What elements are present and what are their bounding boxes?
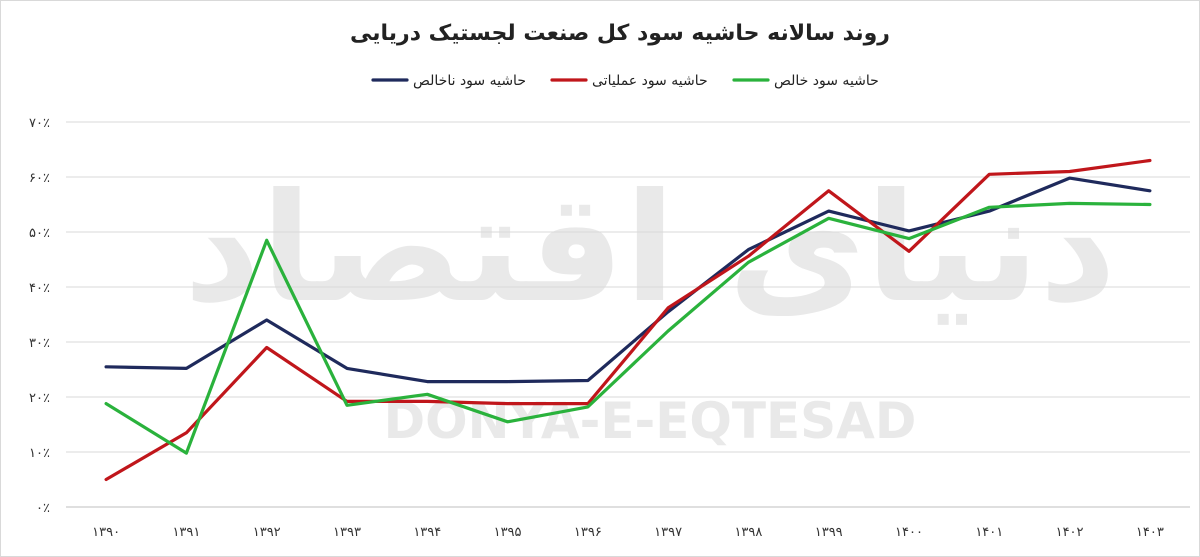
legend-label: حاشیه سود عملیاتی	[592, 73, 708, 89]
x-tick-label: ۱۳۹۰	[92, 525, 120, 540]
x-tick-label: ۱۳۹۶	[574, 525, 602, 540]
watermark-latin-text: DONYA-E-EQTESAD	[384, 392, 917, 450]
legend-label: حاشیه سود ناخالص	[413, 73, 526, 89]
chart-title: روند سالانه حاشیه سود کل صنعت لجستیک دری…	[350, 21, 890, 46]
y-tick-label: ۵۰٪	[29, 226, 50, 241]
x-tick-label: ۱۳۹۵	[494, 525, 522, 540]
x-tick-label: ۱۳۹۸	[734, 525, 762, 540]
legend-label: حاشیه سود خالص	[774, 73, 879, 89]
y-tick-label: ۰٪	[36, 501, 50, 516]
series-line	[104, 158, 1152, 482]
x-tick-label: ۱۳۹۳	[333, 525, 361, 540]
x-tick-label: ۱۴۰۱	[975, 525, 1003, 540]
x-tick-label: ۱۳۹۲	[253, 525, 281, 540]
grid	[66, 121, 1190, 453]
series-line	[104, 201, 1152, 455]
x-tick-label: ۱۴۰۰	[895, 525, 923, 540]
watermark: دنیای اقتصاد DONYA-E-EQTESAD	[184, 162, 1117, 450]
y-tick-label: ۴۰٪	[29, 281, 50, 296]
y-tick-label: ۲۰٪	[29, 391, 50, 406]
series-line	[104, 176, 1152, 384]
y-tick-label: ۷۰٪	[29, 116, 50, 131]
x-tick-label: ۱۳۹۹	[815, 525, 843, 540]
x-tick-label: ۱۳۹۴	[413, 525, 441, 540]
watermark-logo-text: دنیای اقتصاد	[184, 162, 1117, 336]
axes: ۰٪ ۱۰٪ ۲۰٪ ۳۰٪ ۴۰٪ ۵۰٪ ۶۰٪ ۷۰٪ ۱۳۹۰ ۱۳۹۱ ۱۳۹۲ ۱۳۹۳ ۱…	[29, 116, 1190, 540]
y-tick-label: ۳۰٪	[29, 336, 50, 351]
y-tick-label: ۱۰٪	[29, 446, 50, 461]
legend: حاشیه سود ناخالص حاشیه سود عملیاتی حاشیه س…	[371, 73, 879, 89]
x-tick-label: ۱۳۹۷	[654, 525, 682, 540]
x-tick-label: ۱۴۰۲	[1056, 525, 1084, 540]
y-tick-label: ۶۰٪	[29, 171, 50, 186]
x-tick-label: ۱۴۰۳	[1136, 525, 1164, 540]
series-lines	[104, 158, 1152, 482]
x-tick-label: ۱۳۹۱	[172, 525, 200, 540]
